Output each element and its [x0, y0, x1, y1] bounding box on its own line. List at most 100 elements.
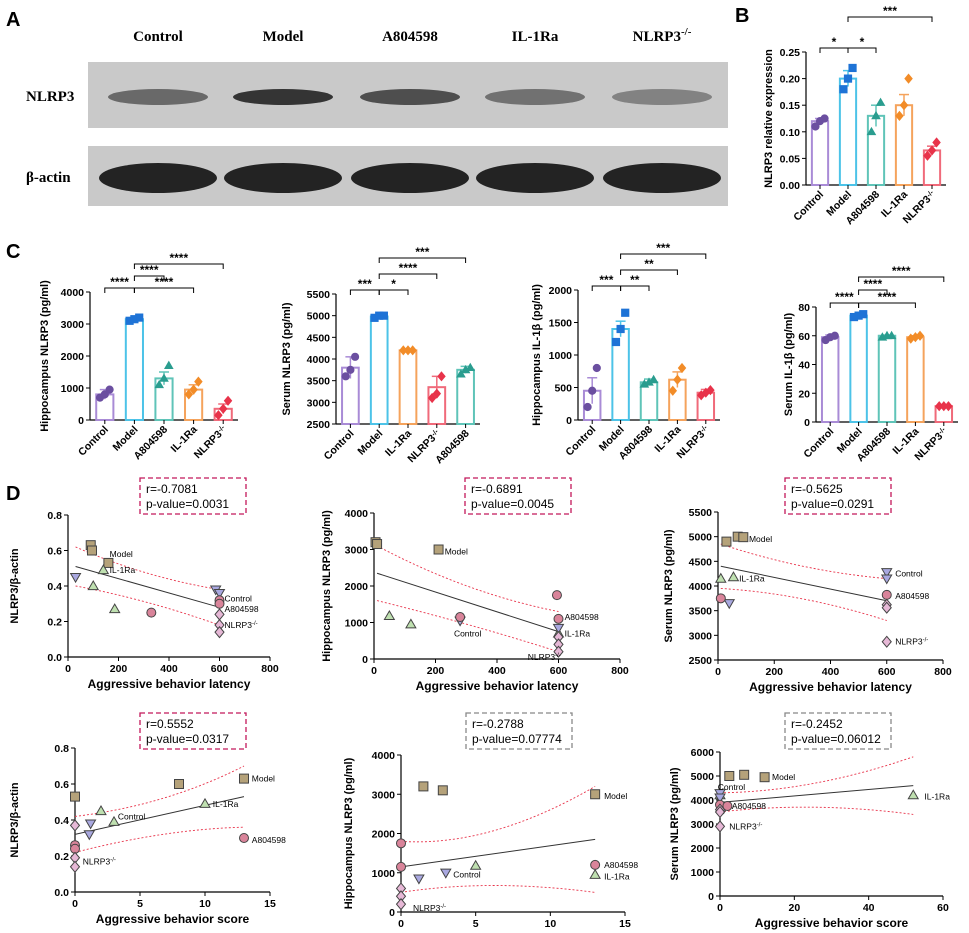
group-label: IL-1Ra [924, 791, 950, 801]
data-point [396, 838, 406, 849]
y-tick-label: 0.10 [780, 127, 801, 139]
data-point [611, 337, 621, 347]
x-tick-label: Control [76, 424, 111, 459]
data-point [830, 331, 839, 340]
data-point [759, 772, 770, 783]
data-point [146, 607, 157, 618]
blot-band [360, 89, 460, 105]
data-point [437, 785, 448, 796]
data-point [396, 861, 406, 872]
y-tick-label: 3000 [61, 319, 85, 331]
regression-line [376, 572, 559, 633]
panel-letter-d: D [6, 483, 20, 505]
stats-box [139, 712, 247, 750]
y-axis-label: Hippocampus NLRP3 (pg/ml) [343, 757, 355, 909]
y-tick-label: 3000 [372, 789, 396, 801]
significance-bracket [620, 285, 650, 291]
y-tick-label: 5500 [307, 289, 331, 301]
group-label: NLRP3-/- [225, 620, 258, 630]
y-tick-label: 80 [798, 302, 810, 314]
data-point [866, 126, 877, 136]
bar-chart-c2: 2500 3000 3500 4000 4500 5000 5500 Serum NLRP3 … [281, 245, 480, 466]
x-tick-label: Control [322, 428, 357, 463]
significance-stars: **** [878, 290, 897, 304]
data-point [405, 618, 417, 629]
data-point [469, 859, 482, 870]
p-value: p-value=0.06012 [791, 732, 881, 746]
data-point [465, 362, 476, 372]
group-label: A804598 [565, 612, 599, 622]
regression-line [400, 838, 596, 868]
panel-letter-a: A [6, 9, 20, 31]
group-label: A804598 [225, 604, 259, 614]
data-point [722, 801, 733, 811]
significance-bracket [847, 47, 877, 53]
confidence-band-upper [400, 786, 596, 843]
y-tick-label: 0.00 [780, 180, 801, 192]
y-tick-label: 1000 [345, 618, 369, 630]
data-point [439, 868, 452, 879]
p-value: p-value=0.0317 [146, 732, 229, 746]
group-label: IL-1Ra [739, 574, 765, 584]
bar-chart-b: 0.00 0.05 0.10 0.15 0.20 0.25 NLRP3 relative e… [763, 4, 946, 227]
data-point [714, 805, 726, 819]
bar [369, 315, 389, 425]
significance-bracket [133, 275, 165, 281]
x-tick-label: Control [791, 189, 826, 224]
group-label: A804598 [604, 860, 638, 870]
bar [124, 318, 144, 422]
data-point [886, 330, 897, 340]
data-point [648, 374, 659, 384]
group-label: A804598 [732, 801, 766, 811]
significance-bracket [378, 257, 467, 263]
x-tick-label: 0 [715, 666, 721, 678]
x-tick-label: 600 [550, 665, 568, 677]
group-label: Model [252, 774, 275, 784]
significance-stars: *** [883, 4, 897, 18]
blot-band [612, 89, 712, 105]
data-point [714, 572, 727, 583]
confidence-band-lower [720, 588, 887, 621]
correlation-r: r=0.5552 [146, 717, 194, 731]
y-tick-label: 0.2 [47, 617, 62, 629]
data-point [108, 603, 121, 614]
lane-label: Control [133, 29, 183, 45]
bar [906, 336, 925, 423]
y-tick-label: 4000 [61, 287, 85, 299]
stats-box [139, 477, 247, 515]
correlation-r: r=-0.5625 [791, 482, 843, 496]
significance-bracket [133, 263, 224, 269]
y-tick-label: 4000 [372, 750, 396, 762]
group-label: Control [718, 782, 746, 792]
y-tick-label: 1000 [549, 350, 573, 362]
group-label: Model [110, 549, 133, 559]
blot-band [351, 163, 469, 193]
x-tick-label: 10 [544, 918, 556, 930]
data-point [588, 386, 597, 395]
data-point [820, 114, 829, 123]
significance-bracket [847, 16, 933, 22]
x-tick-label: 0 [371, 665, 377, 677]
data-point [706, 384, 715, 396]
western-blot: Control Model A804598 IL-1Ra NLRP3-/- NLRP3 β-… [26, 26, 728, 206]
blot-band [233, 89, 333, 105]
x-tick-label: 60 [937, 902, 949, 914]
x-tick-label: 5 [473, 918, 479, 930]
correlation-r: r=-0.2788 [472, 717, 524, 731]
group-label: IL-1Ra [604, 872, 630, 882]
x-tick-label: 0 [717, 902, 723, 914]
y-tick-label: 4000 [307, 354, 331, 366]
data-point [881, 589, 892, 600]
x-tick-label: 200 [427, 665, 445, 677]
significance-stars: **** [169, 251, 188, 265]
y-tick-label: 5000 [689, 532, 713, 544]
y-tick-label: 0.05 [780, 153, 801, 165]
blot-band [99, 163, 217, 193]
data-point [915, 330, 925, 341]
data-point [895, 110, 904, 121]
correlation-r: r=-0.6891 [471, 482, 523, 496]
y-tick-label: 1000 [691, 867, 715, 879]
data-point [189, 384, 198, 395]
data-point [621, 308, 630, 317]
x-tick-label: Control [563, 424, 598, 459]
